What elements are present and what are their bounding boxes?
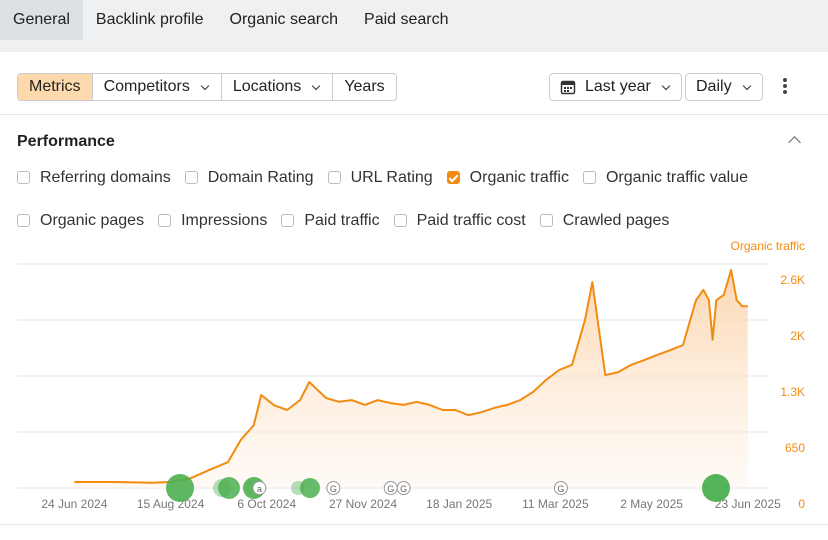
checkbox[interactable] [539,214,553,227]
view-button[interactable]: Years [332,74,395,100]
metric-checkbox[interactable]: Organic pages [17,211,144,230]
metric-label: Paid traffic cost [416,211,526,229]
view-label: Years [344,78,385,95]
metric-checkbox[interactable]: Impressions [158,211,267,230]
checkbox[interactable] [281,214,295,227]
tab[interactable]: Backlink profile [95,11,204,28]
metric-label: Organic traffic [469,168,569,186]
metric-label: Domain Rating [207,168,314,186]
checkbox[interactable] [184,171,198,184]
checkbox[interactable] [158,214,172,227]
tab[interactable]: Organic search [229,11,339,28]
section-title: Performance [17,133,115,150]
view-switcher: Metrics Competitors Locations Years [17,73,397,101]
granularity-select[interactable]: Daily [685,73,763,101]
metric-label: URL Rating [350,168,433,186]
metric-checkbox[interactable]: URL Rating [327,168,433,187]
metric-label: Referring domains [40,168,171,186]
metric-checkbox[interactable]: Crawled pages [539,211,670,230]
metric-checkbox[interactable]: Domain Rating [184,168,314,187]
separator [0,524,828,525]
metric-checkbox[interactable]: Organic traffic value [582,168,748,187]
view-button[interactable]: Competitors [91,74,221,100]
view-label: Locations [232,78,302,95]
metric-checkbox[interactable]: Organic traffic [446,168,569,187]
tab-bar: General Backlink profile Organic search Pai… [0,0,828,52]
calendar-icon [560,80,576,95]
metric-checkbox[interactable]: Referring domains [17,168,171,187]
checkbox[interactable] [17,171,30,184]
period-select[interactable]: Last year [549,73,682,101]
metric-list: Referring domains Domain Rating URL Rating… [17,168,777,230]
period-label: Last year [585,78,651,95]
tab[interactable]: Paid search [364,11,449,28]
checkbox[interactable] [393,214,407,227]
checkbox[interactable] [446,171,460,184]
tab[interactable]: General [0,0,83,40]
view-button[interactable]: Metrics [18,74,92,100]
separator [0,114,828,115]
view-label: Competitors [103,78,190,95]
view-button[interactable]: Locations [220,74,333,100]
view-label: Metrics [29,78,81,95]
metric-checkbox[interactable]: Paid traffic [281,211,380,230]
checkbox[interactable] [17,214,30,227]
metric-label: Organic pages [40,211,145,229]
checkbox[interactable] [327,171,341,184]
more-menu[interactable] [780,76,790,96]
collapse-toggle[interactable] [788,136,801,149]
metric-label: Organic traffic value [605,168,748,186]
overview-panel: Metrics Competitors Locations Years Last ye… [0,58,828,540]
checkbox[interactable] [582,171,596,184]
metric-label: Paid traffic [304,211,380,229]
metric-label: Crawled pages [562,211,670,229]
metric-label: Impressions [181,211,268,229]
granularity-label: Daily [696,78,732,95]
metric-checkbox[interactable]: Paid traffic cost [393,211,526,230]
